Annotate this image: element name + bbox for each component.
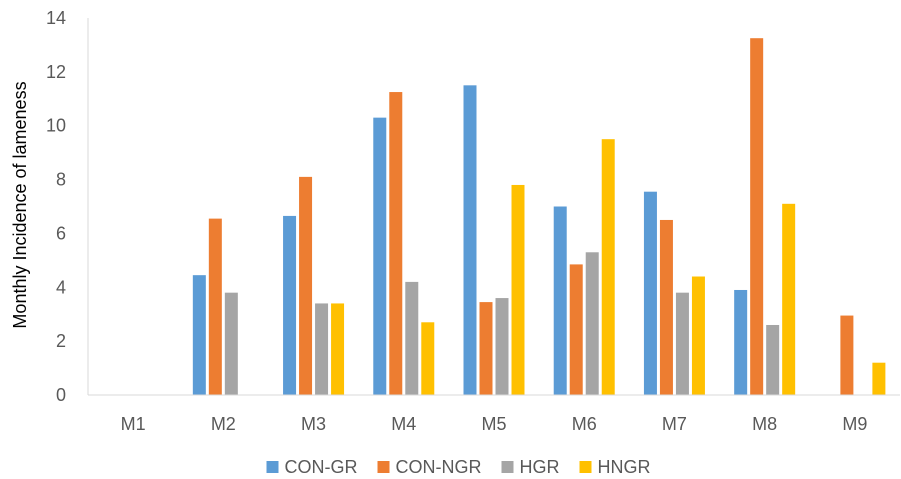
bar-con-gr-m4 [373, 117, 387, 395]
bar-hngr-m6 [601, 139, 615, 395]
x-axis-ticks: M1 M2 M3 M4 M5 M6 M7 M8 M9 [121, 414, 868, 434]
y-tick-label: 6 [56, 223, 66, 243]
bar-con-ngr-m9 [840, 315, 854, 395]
y-tick-label: 0 [56, 385, 66, 405]
legend-label: HNGR [598, 457, 651, 477]
bar-hngr-m5 [511, 184, 525, 395]
x-tick-label: M9 [842, 414, 867, 434]
legend-swatch [266, 461, 279, 473]
y-axis-title: Monthly Incidence of lameness [10, 81, 30, 328]
bar-hgr-m6 [585, 252, 599, 395]
bar-hngr-m7 [691, 276, 705, 395]
x-tick-label: M6 [572, 414, 597, 434]
legend-item-hngr: HNGR [579, 457, 651, 477]
bar-hngr-m3 [331, 303, 345, 395]
bar-con-gr-m6 [553, 206, 567, 395]
bar-con-gr-m8 [734, 289, 748, 395]
bar-con-ngr-m8 [750, 38, 764, 395]
legend-label: CON-GR [285, 457, 358, 477]
bar-hgr-m2 [224, 292, 238, 395]
x-tick-label: M3 [301, 414, 326, 434]
y-tick-label: 10 [46, 116, 66, 136]
bar-hgr-m3 [315, 303, 329, 395]
bar-hngr-m8 [782, 203, 796, 395]
x-tick-label: M2 [211, 414, 236, 434]
bar-hgr-m4 [405, 281, 419, 395]
legend: CON-GR CON-NGR HGR HNGR [266, 457, 651, 477]
bar-con-ngr-m4 [389, 92, 403, 396]
y-axis-ticks: 0 2 4 6 8 10 12 14 [46, 8, 66, 405]
y-tick-label: 12 [46, 62, 66, 82]
x-tick-label: M4 [391, 414, 416, 434]
legend-item-con-ngr: CON-NGR [377, 457, 482, 477]
bar-hgr-m8 [766, 324, 780, 395]
y-tick-label: 14 [46, 8, 66, 28]
x-tick-label: M1 [121, 414, 146, 434]
legend-swatch [501, 461, 514, 473]
legend-swatch [377, 461, 390, 473]
legend-swatch [579, 461, 592, 473]
legend-item-hgr: HGR [501, 457, 560, 477]
bar-con-ngr-m3 [299, 176, 313, 395]
bar-con-ngr-m2 [208, 218, 222, 395]
y-tick-label: 2 [56, 331, 66, 351]
x-tick-label: M5 [481, 414, 506, 434]
bar-con-gr-m3 [283, 215, 297, 395]
bar-con-gr-m2 [192, 275, 206, 395]
bar-hgr-m5 [495, 298, 509, 395]
legend-item-con-gr: CON-GR [266, 457, 358, 477]
legend-label: HGR [520, 457, 560, 477]
x-tick-label: M8 [752, 414, 777, 434]
bar-con-gr-m5 [463, 85, 477, 395]
bar-hngr-m9 [872, 362, 886, 395]
bar-hngr-m4 [421, 322, 435, 395]
y-tick-label: 4 [56, 277, 66, 297]
bar-con-ngr-m6 [569, 264, 583, 395]
bar-con-ngr-m7 [659, 219, 673, 395]
x-tick-label: M7 [662, 414, 687, 434]
bar-con-gr-m7 [643, 191, 657, 395]
legend-label: CON-NGR [396, 457, 482, 477]
bar-marks [192, 38, 886, 396]
y-tick-label: 8 [56, 170, 66, 190]
bar-hgr-m7 [675, 292, 689, 395]
bar-con-ngr-m5 [479, 302, 493, 395]
